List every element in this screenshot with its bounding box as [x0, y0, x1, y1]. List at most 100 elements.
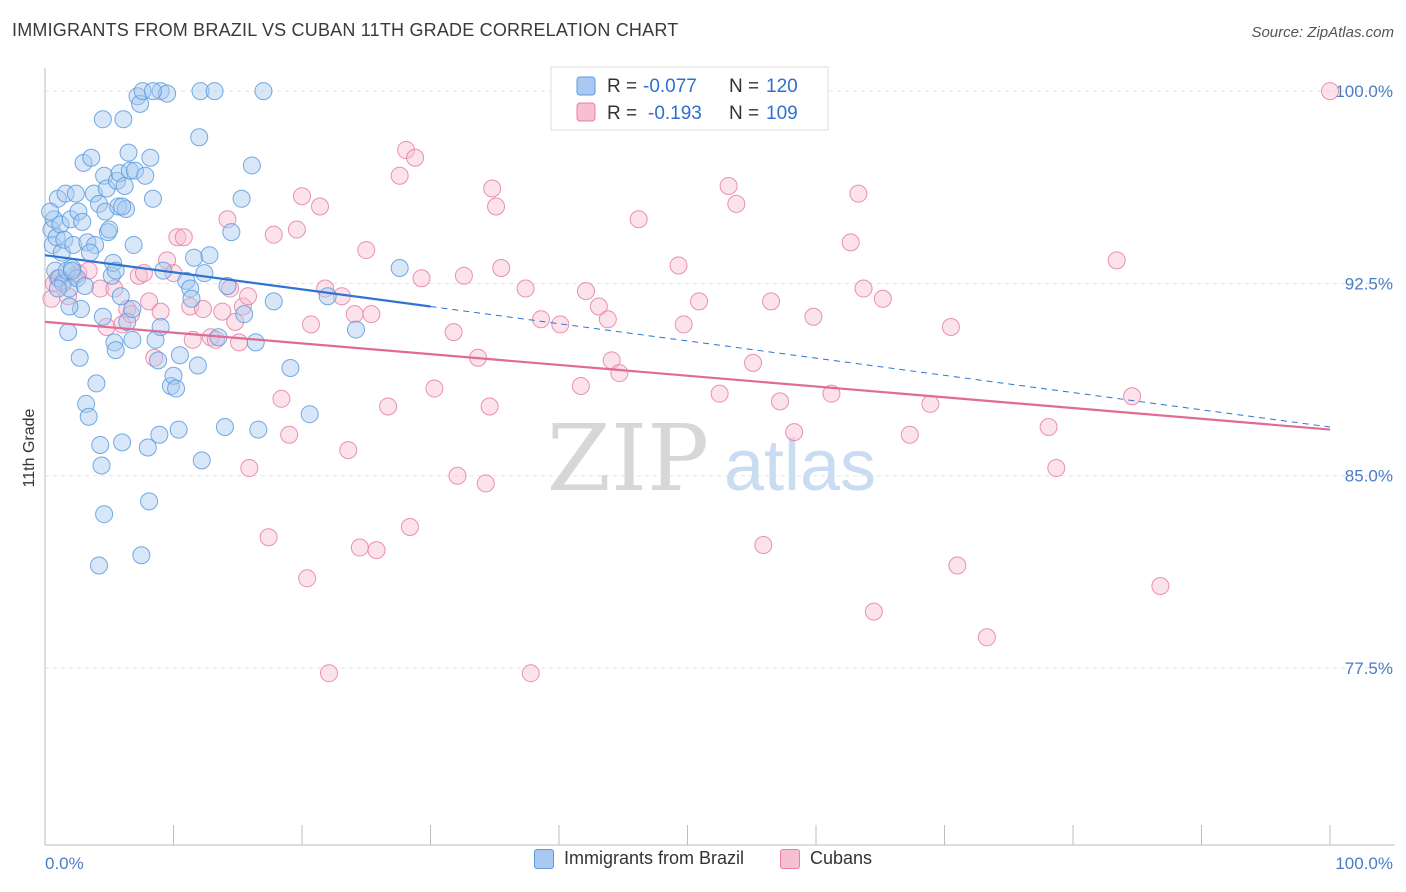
data-point [264, 225, 283, 244]
data-point [114, 110, 133, 129]
data-point [182, 289, 201, 308]
data-point [95, 505, 114, 524]
data-point [51, 215, 70, 234]
trend-line-brazil-extension [430, 305, 1331, 428]
data-point [89, 556, 108, 575]
data-point [873, 289, 892, 308]
data-point [113, 197, 132, 216]
data-point [111, 287, 130, 306]
y-tick-label: 100.0% [1335, 82, 1393, 101]
legend-r-value: -0.077 [643, 76, 697, 97]
data-point [195, 264, 214, 283]
data-point [483, 179, 502, 198]
data-point [551, 315, 570, 334]
legend-top: R = -0.077 N = 120 R = -0.193 N = 109 [550, 66, 829, 131]
data-point [849, 184, 868, 203]
data-point [492, 259, 511, 278]
data-point [233, 297, 252, 316]
data-point [200, 246, 219, 265]
data-point [115, 176, 134, 195]
data-point [921, 394, 940, 413]
x-tick-label-max: 100.0% [1335, 854, 1393, 873]
data-point [71, 300, 90, 319]
legend-item-cubans: Cubans [779, 848, 872, 869]
data-point [948, 556, 967, 575]
watermark: ZIP atlas [547, 405, 876, 512]
data-point [345, 305, 364, 324]
data-point [170, 346, 189, 365]
series-immigrants-from-brazil [41, 82, 409, 575]
data-point [185, 248, 204, 267]
data-point [226, 312, 245, 331]
data-point [48, 279, 67, 298]
data-point [97, 179, 116, 198]
data-point [719, 176, 738, 195]
data-point [61, 210, 80, 229]
data-point [55, 230, 74, 249]
data-point [249, 420, 268, 439]
trend-line-brazil [44, 254, 431, 308]
watermark-zip: ZIP [547, 405, 709, 512]
data-point [60, 297, 79, 316]
legend-r-value: -0.193 [648, 103, 702, 124]
data-point [89, 194, 108, 213]
data-point [161, 376, 180, 395]
data-point [143, 82, 162, 101]
data-point [576, 282, 595, 301]
data-point [480, 397, 499, 416]
data-point [406, 148, 425, 167]
data-point [106, 261, 125, 280]
y-tick-label: 85.0% [1345, 467, 1393, 486]
trend-line-cubans [44, 320, 1331, 431]
data-point [390, 166, 409, 185]
legend-r-label: R = [607, 103, 637, 124]
data-point [64, 235, 83, 254]
data-point [125, 161, 144, 180]
data-point [900, 425, 919, 444]
data-point [158, 84, 177, 103]
legend-n-label: N = [729, 76, 759, 97]
data-point [62, 261, 81, 280]
data-point [41, 202, 60, 221]
x-tick-label-min: 0.0% [45, 854, 84, 873]
data-point [151, 302, 170, 321]
data-point [379, 397, 398, 416]
data-point [822, 384, 841, 403]
data-point [977, 628, 996, 647]
data-point [57, 261, 76, 280]
data-point [941, 318, 960, 336]
data-point [149, 351, 168, 370]
data-point [298, 569, 317, 588]
legend-swatch-blue [533, 848, 554, 869]
watermark-atlas: atlas [724, 426, 876, 506]
data-point [150, 425, 169, 444]
data-point [259, 528, 278, 547]
data-point [854, 279, 873, 298]
data-point [192, 451, 211, 470]
data-point [521, 664, 540, 683]
data-point [141, 148, 160, 167]
data-point [754, 535, 773, 554]
data-point [362, 305, 381, 324]
data-point [66, 184, 85, 203]
data-point [113, 433, 132, 452]
data-point [239, 287, 258, 306]
data-point [80, 243, 99, 262]
data-point [1123, 387, 1142, 406]
data-point [215, 418, 234, 437]
data-point [293, 187, 311, 206]
data-point [674, 315, 693, 334]
data-point [532, 310, 551, 329]
data-point [397, 141, 416, 160]
data-point [79, 407, 98, 426]
data-point [487, 197, 506, 216]
data-point [400, 518, 419, 537]
data-point [205, 82, 224, 101]
legend-swatch-blue [576, 76, 596, 96]
data-point [744, 353, 763, 372]
data-point [82, 148, 101, 167]
data-point [771, 392, 790, 411]
legend-bottom: Immigrants from Brazil Cubans [0, 848, 1406, 869]
data-point [318, 287, 337, 306]
data-point [710, 384, 729, 403]
